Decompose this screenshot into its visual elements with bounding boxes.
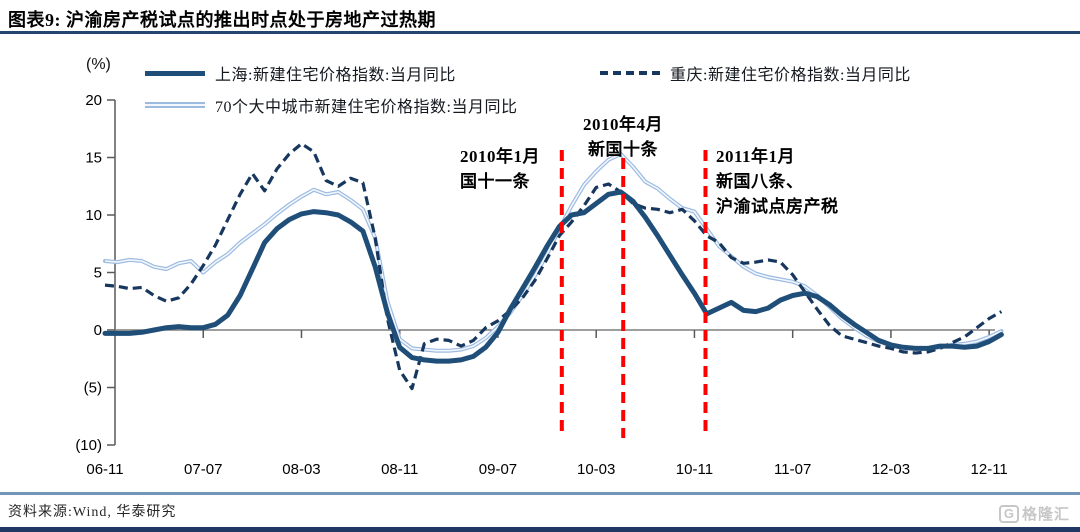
legend-label-chongqing: 重庆:新建住宅价格指数:当月同比 (670, 67, 911, 84)
annotation-line: 国十一条 (460, 172, 530, 191)
annotation-line: 2010年4月 (583, 115, 663, 134)
gelonghui-logo: G 格隆汇 (998, 503, 1070, 524)
x-tick-label: 06-11 (86, 461, 123, 478)
y-tick-label: 20 (85, 92, 102, 109)
source-note: 资料来源:Wind, 华泰研究 (8, 505, 177, 520)
legend-item-shanghai: 上海:新建住宅价格指数:当月同比 (145, 61, 456, 85)
annotation-line: 新国八条、 (716, 172, 804, 191)
annotation-line: 2011年1月 (716, 147, 796, 166)
y-tick-label: (5) (84, 380, 102, 397)
x-tick-label: 10-03 (577, 461, 615, 478)
footer-divider (0, 492, 1080, 495)
x-tick-label: 11-07 (774, 461, 811, 478)
light-line-swatch-icon (145, 102, 205, 108)
series-chongqing-line (104, 142, 1003, 391)
y-tick-label: 10 (85, 207, 102, 224)
y-axis-unit-label: (%) (86, 56, 111, 73)
x-tick-label: 07-07 (184, 461, 222, 478)
y-tick-label: (10) (75, 437, 102, 454)
page-title: 图表9: 沪渝房产税试点的推出时点处于房地产过热期 (8, 10, 436, 30)
legend-label-70cities: 70个大中城市新建住宅价格指数:当月同比 (215, 99, 518, 116)
y-tick-label: 5 (94, 265, 102, 282)
legend-item-70cities: 70个大中城市新建住宅价格指数:当月同比 (145, 93, 517, 117)
series-shanghai-line (102, 189, 1004, 364)
x-tick-label: 12-11 (971, 461, 1008, 478)
y-tick-label: 0 (94, 322, 102, 339)
annotation-line: 2010年1月 (460, 147, 540, 166)
annotation-2010-01: 2010年1月 国十一条 (460, 144, 540, 194)
annotation-2010-04: 2010年4月 新国十条 (553, 112, 693, 162)
axes: 20 15 10 5 0 (5) (10) 06-11 07-07 08-03 08-11 09-07… (75, 92, 1007, 478)
gelonghui-g-icon: G (998, 504, 1019, 523)
legend-label-shanghai: 上海:新建住宅价格指数:当月同比 (215, 67, 456, 84)
x-tick-label: 08-03 (282, 461, 320, 478)
gelonghui-logo-text: 格隆汇 (1021, 507, 1070, 523)
policy-event-lines (559, 150, 708, 438)
x-tick-label: 08-11 (381, 461, 418, 478)
annotation-line: 新国十条 (588, 140, 658, 159)
x-tick-label: 10-11 (676, 461, 713, 478)
annotation-2011-01: 2011年1月 新国八条、 沪渝试点房产税 (716, 144, 839, 219)
title-underline (0, 31, 1080, 34)
x-tick-label: 09-07 (479, 461, 517, 478)
annotation-line: 沪渝试点房产税 (716, 197, 839, 216)
solid-line-swatch-icon (145, 70, 205, 76)
y-tick-label: 15 (85, 150, 102, 167)
legend-item-chongqing: 重庆:新建住宅价格指数:当月同比 (600, 61, 911, 85)
x-tick-label: 12-03 (872, 461, 910, 478)
series-70cities-line (103, 152, 1004, 353)
dashed-line-swatch-icon (600, 71, 660, 75)
bottom-accent-bar (0, 527, 1080, 532)
